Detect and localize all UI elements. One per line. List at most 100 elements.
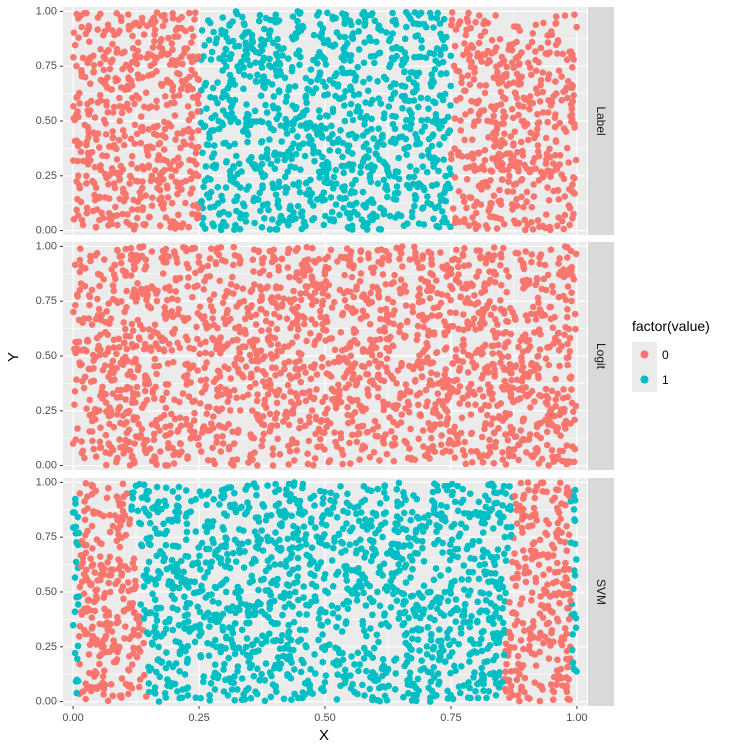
point-logit-0 <box>361 363 368 371</box>
point-label-0 <box>510 142 517 149</box>
point-label-0 <box>449 205 457 212</box>
point-label-0 <box>520 203 527 211</box>
point-label-1 <box>313 196 321 203</box>
point-label-1 <box>360 59 368 67</box>
point-logit-0 <box>176 398 183 406</box>
point-label-1 <box>267 160 275 168</box>
point-logit-0 <box>294 393 301 401</box>
point-logit-0 <box>172 288 180 295</box>
point-logit-0 <box>449 322 457 330</box>
point-label-0 <box>108 215 115 222</box>
point-logit-0 <box>209 444 216 452</box>
point-label-0 <box>451 115 459 122</box>
point-label-0 <box>119 127 127 134</box>
point-svm-1 <box>222 645 229 652</box>
point-label-0 <box>545 197 553 204</box>
point-svm-1 <box>395 479 403 487</box>
point-label-0 <box>118 17 125 25</box>
point-logit-0 <box>169 329 176 336</box>
point-label-0 <box>78 216 86 224</box>
point-logit-0 <box>133 383 141 391</box>
point-logit-0 <box>116 393 124 401</box>
point-label-0 <box>137 139 145 147</box>
point-svm-1 <box>71 649 79 657</box>
point-logit-0 <box>542 385 550 393</box>
point-logit-0 <box>511 313 518 320</box>
point-logit-0 <box>113 350 120 358</box>
point-label-1 <box>330 185 337 192</box>
point-label-0 <box>534 110 541 118</box>
point-logit-0 <box>545 361 553 369</box>
point-logit-0 <box>84 336 91 344</box>
point-svm-0 <box>117 522 124 529</box>
point-logit-0 <box>292 247 300 255</box>
point-logit-0 <box>356 277 364 285</box>
point-label-0 <box>475 39 483 47</box>
point-label-1 <box>231 226 238 233</box>
point-logit-0 <box>354 396 361 404</box>
point-label-0 <box>115 136 123 144</box>
point-label-0 <box>512 220 519 227</box>
point-label-1 <box>395 175 403 183</box>
point-logit-0 <box>402 332 409 340</box>
point-logit-0 <box>285 296 293 304</box>
point-logit-0 <box>252 380 259 387</box>
point-logit-0 <box>271 310 278 318</box>
point-logit-0 <box>524 317 532 324</box>
point-label-0 <box>70 103 77 110</box>
point-label-1 <box>329 139 337 147</box>
point-logit-0 <box>354 340 361 347</box>
point-label-1 <box>382 161 389 168</box>
point-label-0 <box>532 67 540 75</box>
point-logit-0 <box>222 258 229 265</box>
point-logit-0 <box>407 425 414 433</box>
point-logit-0 <box>451 454 459 462</box>
point-logit-0 <box>227 460 235 467</box>
point-label-1 <box>281 173 289 181</box>
point-logit-0 <box>217 349 224 357</box>
point-svm-1 <box>197 652 204 659</box>
point-logit-0 <box>114 386 122 394</box>
point-label-0 <box>70 157 77 164</box>
point-logit-0 <box>412 249 419 256</box>
point-label-1 <box>377 204 384 212</box>
point-label-0 <box>128 152 136 160</box>
point-svm-0 <box>527 625 535 632</box>
point-logit-0 <box>473 273 480 280</box>
point-label-1 <box>420 221 428 228</box>
point-label-0 <box>513 202 521 209</box>
point-logit-0 <box>380 440 388 447</box>
point-svm-1 <box>392 670 400 677</box>
point-svm-1 <box>310 492 318 500</box>
point-logit-0 <box>353 286 360 293</box>
point-label-1 <box>332 14 340 22</box>
point-label-0 <box>525 136 532 144</box>
point-logit-0 <box>285 442 292 450</box>
point-logit-0 <box>303 337 310 345</box>
point-logit-0 <box>252 357 260 365</box>
point-logit-0 <box>149 389 157 397</box>
point-logit-0 <box>572 325 579 333</box>
point-label-1 <box>437 192 444 200</box>
point-logit-0 <box>343 245 351 252</box>
point-logit-0 <box>374 423 382 430</box>
point-label-1 <box>369 10 376 17</box>
point-label-0 <box>79 157 87 165</box>
point-svm-0 <box>107 566 115 573</box>
point-label-0 <box>496 35 504 43</box>
point-logit-0 <box>437 420 444 428</box>
point-svm-1 <box>328 557 336 564</box>
point-label-1 <box>274 157 281 164</box>
point-label-0 <box>510 181 518 188</box>
point-logit-0 <box>110 344 118 351</box>
point-label-1 <box>298 225 306 233</box>
point-logit-0 <box>81 454 88 462</box>
point-logit-0 <box>304 450 311 458</box>
point-label-1 <box>201 42 208 49</box>
point-label-1 <box>302 94 310 101</box>
point-logit-0 <box>132 399 139 406</box>
point-label-0 <box>113 10 120 17</box>
point-label-1 <box>371 59 378 67</box>
point-label-0 <box>106 65 114 73</box>
point-logit-0 <box>123 287 130 295</box>
